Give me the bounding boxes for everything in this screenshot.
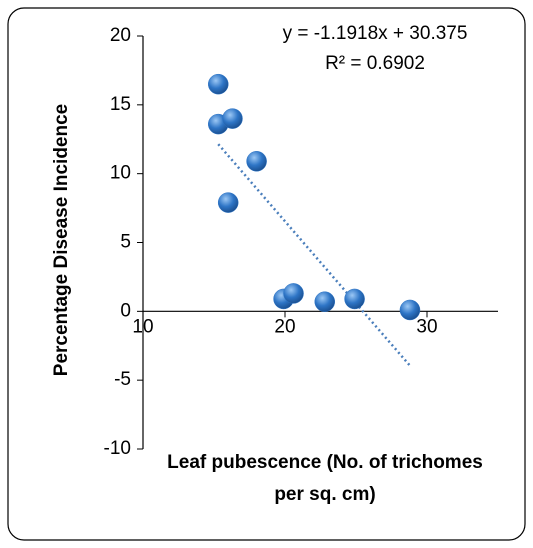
x-axis-label: Leaf pubescence (No. of trichomes <box>167 452 483 473</box>
y-tick-label: -10 <box>104 438 131 459</box>
y-axis-label: Percentage Disease Incidence <box>51 104 72 376</box>
trend-equation: y = -1.1918x + 30.375 <box>283 23 468 44</box>
y-tick-label: 10 <box>110 163 131 184</box>
y-tick-label: -5 <box>114 369 131 390</box>
y-tick-label: 5 <box>120 232 131 253</box>
data-point <box>283 283 304 304</box>
chart-border <box>7 7 526 541</box>
x-axis-label: per sq. cm) <box>274 484 375 505</box>
x-tick-label: 30 <box>416 316 437 337</box>
data-point <box>246 151 267 172</box>
data-point <box>222 108 243 129</box>
data-point <box>217 192 239 213</box>
data-point <box>399 299 421 321</box>
data-point <box>344 288 365 310</box>
data-point <box>208 73 229 95</box>
data-point <box>314 291 336 312</box>
trendline <box>217 143 411 367</box>
y-tick-label: 0 <box>120 300 131 321</box>
y-tick-label: 20 <box>110 25 131 46</box>
trend-r2: R² = 0.6902 <box>325 53 425 74</box>
x-tick-label: 20 <box>274 316 295 337</box>
y-tick-label: 15 <box>110 94 131 115</box>
x-tick-label: 10 <box>132 316 153 337</box>
